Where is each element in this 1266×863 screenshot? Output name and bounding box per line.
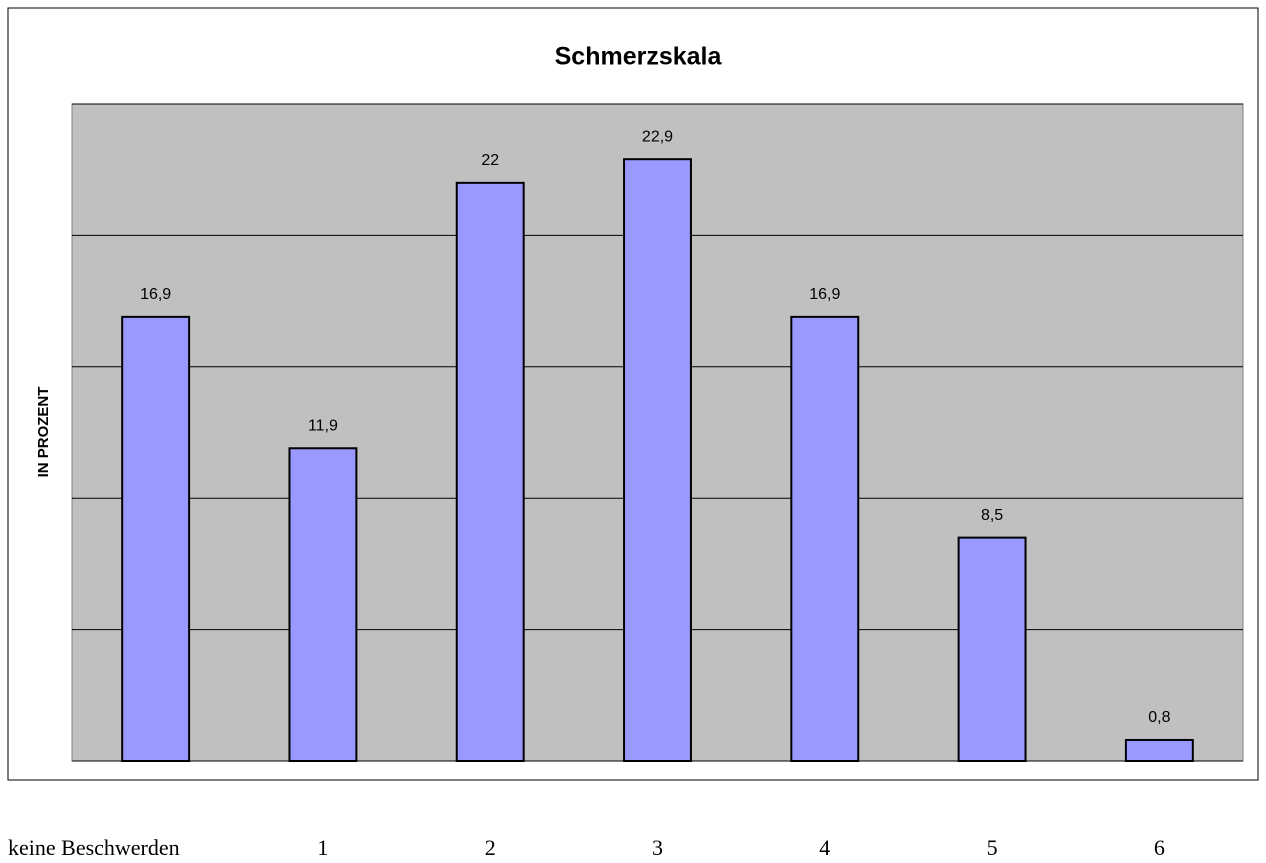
- x-tick-label: 1: [317, 835, 328, 860]
- bar: [455, 181, 525, 762]
- value-label: 0,8: [1148, 709, 1170, 726]
- bar: [957, 536, 1027, 762]
- bar: [1124, 738, 1194, 763]
- y-axis-label: IN PROZENT: [35, 387, 52, 478]
- x-tick-label: 4: [819, 835, 830, 860]
- bar: [790, 315, 860, 762]
- value-label: 11,9: [308, 417, 338, 434]
- value-label: 22: [481, 152, 499, 169]
- chart-title: Schmerzskala: [555, 43, 723, 71]
- value-label: 8,5: [981, 507, 1003, 524]
- bar: [121, 315, 191, 762]
- x-tick-label: 2: [485, 835, 496, 860]
- x-tick-label: 6: [1154, 835, 1165, 860]
- value-label: 22,9: [642, 128, 673, 145]
- value-label: 16,9: [140, 286, 171, 303]
- x-tick-label: keine Beschwerden: [8, 835, 180, 860]
- value-label: 16,9: [809, 286, 840, 303]
- x-tick-label: 3: [652, 835, 663, 860]
- bar: [288, 447, 358, 762]
- x-tick-label: 5: [987, 835, 998, 860]
- bar: [623, 158, 692, 763]
